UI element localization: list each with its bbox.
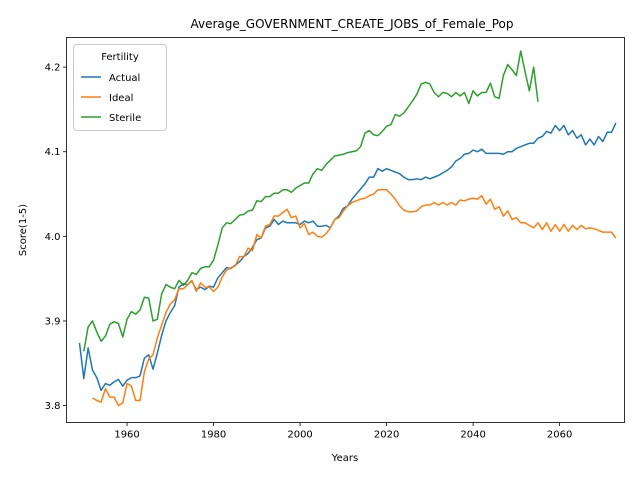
legend-label-ideal: Ideal bbox=[109, 93, 133, 104]
x-axis: 1960 1980 2000 2020 2040 2060 bbox=[114, 422, 572, 441]
x-tick-label: 2060 bbox=[547, 430, 572, 441]
y-tick-label: 4.0 bbox=[45, 232, 61, 243]
legend-label-sterile: Sterile bbox=[109, 113, 141, 124]
x-tick-label: 2040 bbox=[460, 430, 485, 441]
series-line-ideal bbox=[92, 189, 617, 407]
legend-title: Fertility bbox=[101, 52, 139, 63]
y-axis: 3.8 3.9 4.0 4.1 4.2 bbox=[45, 63, 67, 412]
legend: Fertility Actual Ideal Sterile bbox=[73, 44, 167, 131]
x-tick-label: 2020 bbox=[374, 430, 399, 441]
x-tick-label: 1980 bbox=[201, 430, 226, 441]
y-axis-label: Score(1-5) bbox=[18, 204, 29, 256]
legend-label-actual: Actual bbox=[109, 73, 140, 84]
x-tick-label: 2000 bbox=[287, 430, 312, 441]
chart-title: Average_GOVERNMENT_CREATE_JOBS_of_Female… bbox=[191, 17, 514, 31]
y-tick-label: 3.9 bbox=[45, 316, 61, 327]
plot-frame bbox=[66, 37, 625, 423]
x-axis-label: Years bbox=[331, 453, 358, 464]
y-tick-label: 4.1 bbox=[45, 147, 61, 158]
y-tick-label: 3.8 bbox=[45, 401, 61, 412]
plot-area bbox=[66, 37, 625, 423]
series-group bbox=[78, 50, 617, 407]
y-tick-label: 4.2 bbox=[45, 63, 61, 74]
series-line-sterile bbox=[83, 50, 539, 352]
x-tick-label: 1960 bbox=[114, 430, 139, 441]
legend-box bbox=[73, 44, 167, 131]
